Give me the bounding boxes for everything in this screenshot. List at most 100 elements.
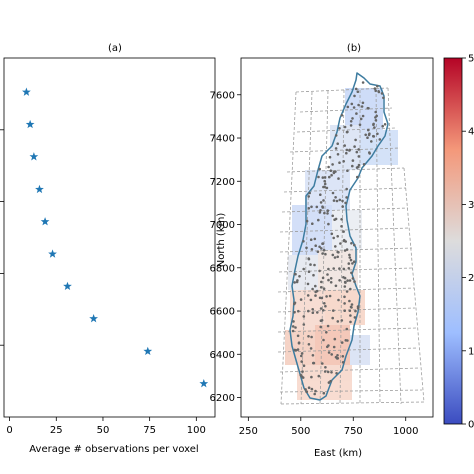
station-dot [335,372,338,375]
station-dot [308,191,312,195]
station-dot [343,309,347,313]
station-dot [338,198,342,202]
station-dot [350,102,354,106]
station-dot [336,235,340,238]
station-dot [352,260,356,264]
station-dot [328,155,332,159]
station-dot [312,361,316,365]
station-dot [322,185,325,189]
station-dot [333,256,337,259]
station-dot [300,354,303,358]
station-dot [343,249,347,252]
station-dot [295,280,299,284]
station-dot [334,245,337,248]
station-dot [332,236,336,240]
data-point-star [25,119,35,129]
station-dot [349,320,352,324]
station-dot [301,376,305,379]
country-outline [289,72,389,401]
station-dot [322,338,325,342]
station-dot [361,101,365,105]
station-points [291,81,387,396]
station-dot [343,302,346,305]
station-dot [349,120,353,123]
panel-a-x-tick-label: 0 [6,425,12,436]
station-dot [310,375,313,379]
colorbar-tick-label: 2 [468,273,474,284]
station-dot [340,341,344,344]
colorbar-tick-label: 1 [468,346,474,357]
station-dot [341,361,345,364]
station-dot [298,275,301,278]
data-point-star [143,346,153,356]
panel-b-x-ticks: 250 500 750 1000 [239,417,418,437]
station-dot [293,281,297,284]
station-dot [353,94,356,98]
station-dot [297,309,300,313]
station-dot [296,334,300,338]
station-dot [311,354,315,357]
station-dot [359,117,363,121]
station-dot [353,280,356,283]
station-dot [291,325,295,328]
station-dot [314,389,317,393]
station-dot [309,263,312,266]
panel-b-y-tick-label: 7000 [210,220,235,231]
panel-b-y-tick-label: 7400 [210,134,235,145]
station-dot [305,246,308,250]
station-dot [328,175,331,179]
station-dot [383,123,387,126]
station-dot [294,349,298,352]
station-dot [302,315,306,318]
station-dot [299,373,303,377]
station-dot [367,133,371,137]
data-point-star [35,184,44,194]
station-dot [331,191,335,195]
station-dot [370,140,373,143]
station-dot [343,295,346,299]
station-dot [345,327,349,331]
colorbar-tick-label: 4 [468,127,474,138]
station-dot [310,205,313,209]
panel-b-y-tick-label: 7200 [210,177,235,188]
colorbar-tick-label: 5 [468,54,474,65]
station-dot [317,374,321,378]
station-dot [351,277,355,280]
station-dot [291,329,295,333]
station-dot [317,175,320,179]
station-dot [355,150,359,154]
station-dot [347,267,351,270]
station-dot [311,308,315,311]
map-area [277,72,425,405]
station-dot [313,392,317,396]
station-dot [367,107,370,110]
station-dot [374,110,378,114]
station-dot [314,244,318,247]
panel-b-y-tick-label: 6600 [210,307,235,318]
station-dot [336,255,340,259]
station-dot [318,245,321,249]
station-dot [312,273,315,277]
station-dot [327,351,331,354]
station-dot [372,134,375,138]
station-dot [376,132,379,136]
station-dot [310,387,314,391]
station-dot [345,148,349,152]
station-dot [342,230,345,233]
station-dot [324,304,327,308]
station-dot [373,126,376,129]
station-dot [354,138,357,142]
station-dot [327,165,330,169]
station-dot [310,248,314,251]
station-dot [321,176,325,179]
station-dot [299,298,303,301]
panel-b-y-tick-label: 6400 [210,350,235,361]
station-dot [340,319,344,322]
station-dot [331,163,334,166]
colorbar-tick-label: 3 [468,200,474,211]
station-dot [326,324,330,328]
station-dot [327,381,331,384]
station-dot [351,164,354,168]
station-dot [346,169,349,172]
station-dot [326,209,330,213]
